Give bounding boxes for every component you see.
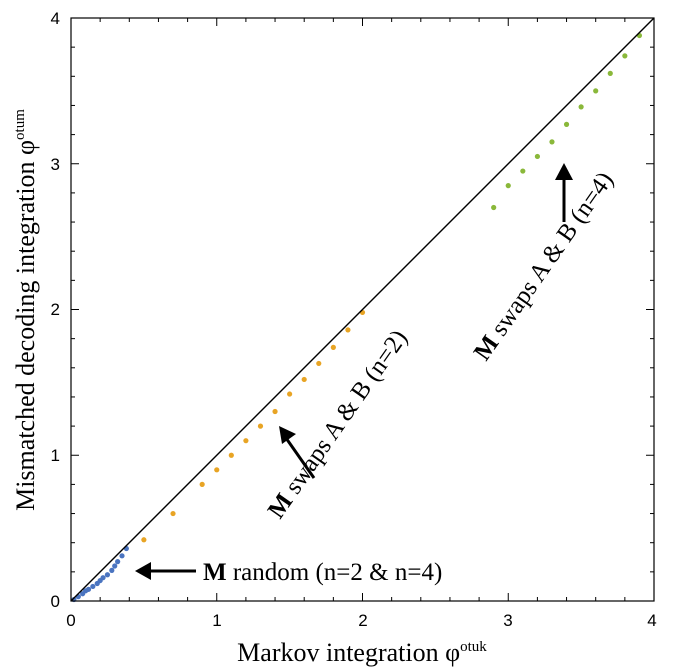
annotation-arrowhead [279,426,296,444]
annotation-arrow-shaft [284,437,316,479]
data-point [115,559,121,565]
data-point [199,481,205,487]
data-point [257,423,264,429]
y-tick-label: 3 [51,155,60,174]
data-point [90,583,96,590]
annotation-arrowhead [555,163,573,180]
data-point [549,139,555,145]
data-point [520,168,526,174]
data-point [316,360,322,367]
y-tick-label: 1 [51,446,60,465]
data-point [622,53,628,59]
data-point [170,510,176,517]
x-tick-label: 2 [358,611,367,630]
data-point [505,183,511,189]
data-point [100,575,106,581]
annotation-swap-n4: M swaps A & B (n=4) [469,163,619,365]
annotation-swap-n2: M swaps A & B (n=2) [263,325,413,523]
data-point [228,452,234,458]
annotation-label: M random (n=2 & n=4) [203,559,442,586]
data-point [119,553,125,559]
identity-line [70,17,655,602]
data-point [141,537,147,543]
y-tick-label: 0 [51,592,60,611]
data-point [578,104,584,110]
annotation-label: M swaps A & B (n=2) [263,325,413,523]
data-point [607,70,613,76]
data-point [104,572,111,578]
ticks-layer [70,17,655,602]
data-point [109,567,115,573]
y-tick-label: 4 [51,9,60,28]
annotation-label: M swaps A & B (n=4) [469,167,619,365]
x-tick-label: 3 [503,611,512,630]
y-tick-label: 2 [51,300,60,319]
data-point [214,467,220,473]
data-point [112,563,118,569]
data-point [330,344,336,350]
points-layer [71,32,643,603]
annotation-arrowhead [135,562,151,580]
data-point [301,376,307,383]
data-point [287,391,293,397]
data-point [345,327,351,333]
data-point [593,88,599,94]
x-axis-title: Markov integration φotuk [237,638,487,667]
data-point [272,408,278,415]
data-point [85,586,92,592]
x-tick-label: 0 [66,611,75,630]
y-axis-title: Mismatched decoding integration φotum [11,109,40,511]
annotation-random: M random (n=2 & n=4) [135,559,442,586]
data-point [243,438,249,444]
x-tick-label: 1 [212,611,221,630]
data-point [563,121,570,127]
data-point [491,204,497,211]
data-point [534,153,541,160]
x-tick-label: 4 [647,611,656,630]
